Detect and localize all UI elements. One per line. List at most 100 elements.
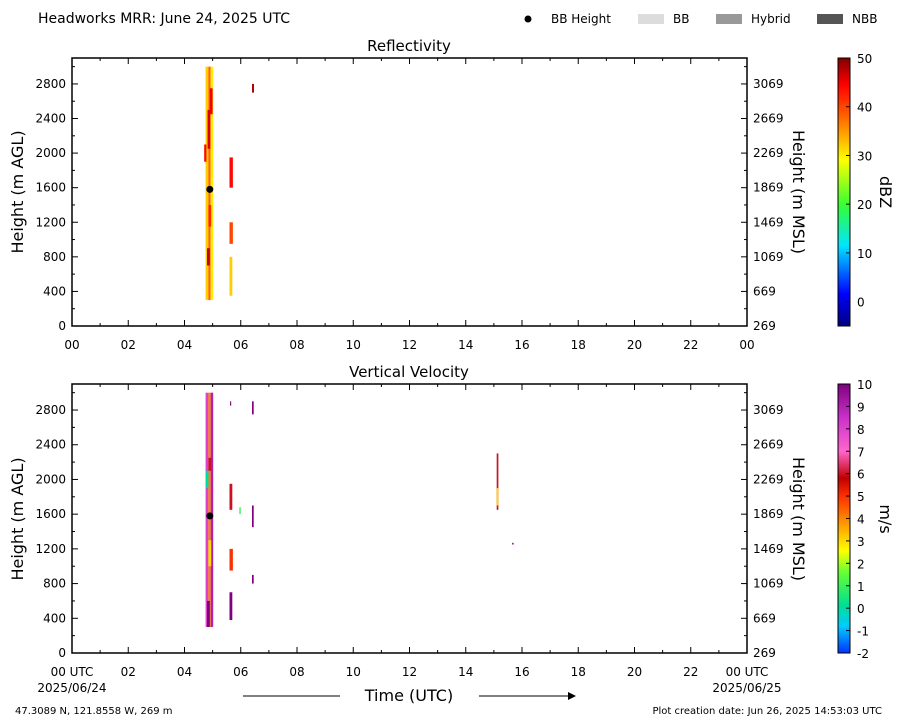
x-tick-label: 00 UTC [51,665,94,679]
velocity-ylabel-right: Height (m MSL) [789,457,808,581]
x-tick-label: 12 [402,665,417,679]
y-tick-label: 1600 [35,507,66,521]
y-tick-label-right: 1869 [753,507,784,521]
x-tick-label: 02 [121,665,136,679]
location-text: 47.3089 N, 121.8558 W, 269 m [15,706,173,717]
reflectivity-title: Reflectivity [367,37,451,55]
reflectivity-ylabel-right: Height (m MSL) [789,130,808,254]
x-tick-label: 00 [64,338,79,352]
y-tick-label: 2800 [35,77,66,91]
heatmap-cell [229,592,233,621]
heatmap-cell [205,470,209,489]
colorbar-tick-label: 4 [857,513,865,527]
heatmap-cell [229,222,233,244]
velocity-panel: Vertical Velocity Height (m AGL) Height … [8,363,895,679]
heatmap-cell [207,600,210,627]
heatmap-cell [204,144,207,162]
colorbar-tick-label: 1 [857,580,865,594]
footer: 2025/06/24 2025/06/25 Time (UTC) 47.3089… [15,681,882,717]
y-tick-label: 1600 [35,181,66,195]
y-tick-label-right: 269 [753,319,776,333]
y-tick-label-right: 269 [753,646,776,660]
y-tick-label-right: 3069 [753,77,784,91]
x-tick-label: 18 [571,338,586,352]
heatmap-cell [229,483,233,510]
heatmap-cell [229,548,233,571]
colorbar-tick-label: 3 [857,535,865,549]
y-tick-label: 2800 [35,403,66,417]
velocity-colorbar-label: m/s [876,504,895,533]
colorbar-tick-label: 50 [857,52,872,66]
y-tick-label: 0 [58,319,66,333]
start-date: 2025/06/24 [37,681,106,695]
y-tick-label: 2400 [35,438,66,452]
colorbar-tick-label: 8 [857,423,865,437]
legend-bb-swatch [638,14,664,24]
velocity-title: Vertical Velocity [349,363,469,381]
heatmap-cell [208,66,211,301]
heatmap-cell [207,109,211,149]
heatmap-cell [512,542,514,545]
heatmap-cell [208,204,212,227]
x-tick-label: 02 [121,338,136,352]
heatmap-cell [210,392,214,627]
heatmap-cell [496,453,499,510]
x-tick-label: 00 [739,338,754,352]
x-tick-label: 14 [458,665,473,679]
reflectivity-colorbar-label: dBZ [876,176,895,208]
bb-height-marker [206,185,214,193]
y-tick-label-right: 1469 [753,215,784,229]
legend-bb-height-label: BB Height [551,12,611,26]
heatmap-cell [208,392,211,627]
heatmap-cell [252,574,254,584]
colorbar-tick-label: 30 [857,149,872,163]
y-tick-label-right: 1869 [753,181,784,195]
y-tick-label: 400 [43,611,66,625]
heatmap-cell [252,83,254,93]
y-tick-label: 2400 [35,112,66,126]
x-tick-label: 16 [514,665,529,679]
colorbar-tick-label: 5 [857,490,865,504]
x-tick-label: 10 [346,665,361,679]
y-tick-label: 800 [43,250,66,264]
y-tick-label: 0 [58,646,66,660]
x-axis-label: Time (UTC) [364,686,453,705]
heatmap-cell [205,392,209,627]
bb-height-marker [206,512,214,520]
y-tick-label-right: 3069 [753,403,784,417]
y-tick-label-right: 2269 [753,146,784,160]
plot-frame [71,383,748,654]
y-tick-label: 2000 [35,472,66,486]
colorbar-tick-label: 0 [857,602,865,616]
legend-nbb-label: NBB [852,12,877,26]
heatmap-cell [230,401,232,406]
colorbar-tick-label: -2 [857,647,869,661]
x-tick-label: 04 [177,338,192,352]
x-tick-label: 12 [402,338,417,352]
heatmap-cell [205,66,209,301]
heatmap-cell [208,540,212,567]
y-tick-label: 2000 [35,146,66,160]
heatmap-cells [204,66,254,301]
colorbar-tick-label: 7 [857,445,865,459]
heatmap-cell [208,457,212,471]
x-tick-label: 16 [514,338,529,352]
y-tick-label-right: 2669 [753,112,784,126]
heatmap-cell [229,256,233,296]
plot-frame [71,57,748,327]
x-tick-label: 20 [627,665,642,679]
reflectivity-panel: Reflectivity Height (m AGL) Height (m MS… [8,37,895,352]
x-tick-label: 08 [289,338,304,352]
figure-title: Headworks MRR: June 24, 2025 UTC [38,11,290,27]
x-tick-label: 22 [683,338,698,352]
colorbar-tick-label: 0 [857,296,865,310]
x-tick-label: 06 [233,338,248,352]
y-tick-label: 400 [43,284,66,298]
legend-bb-height-dot [524,15,532,23]
colorbar-tick-label: -1 [857,625,869,639]
heatmap-cell [210,66,214,301]
y-tick-label: 800 [43,577,66,591]
y-tick-label-right: 669 [753,611,776,625]
colorbar-tick-label: 9 [857,400,865,414]
